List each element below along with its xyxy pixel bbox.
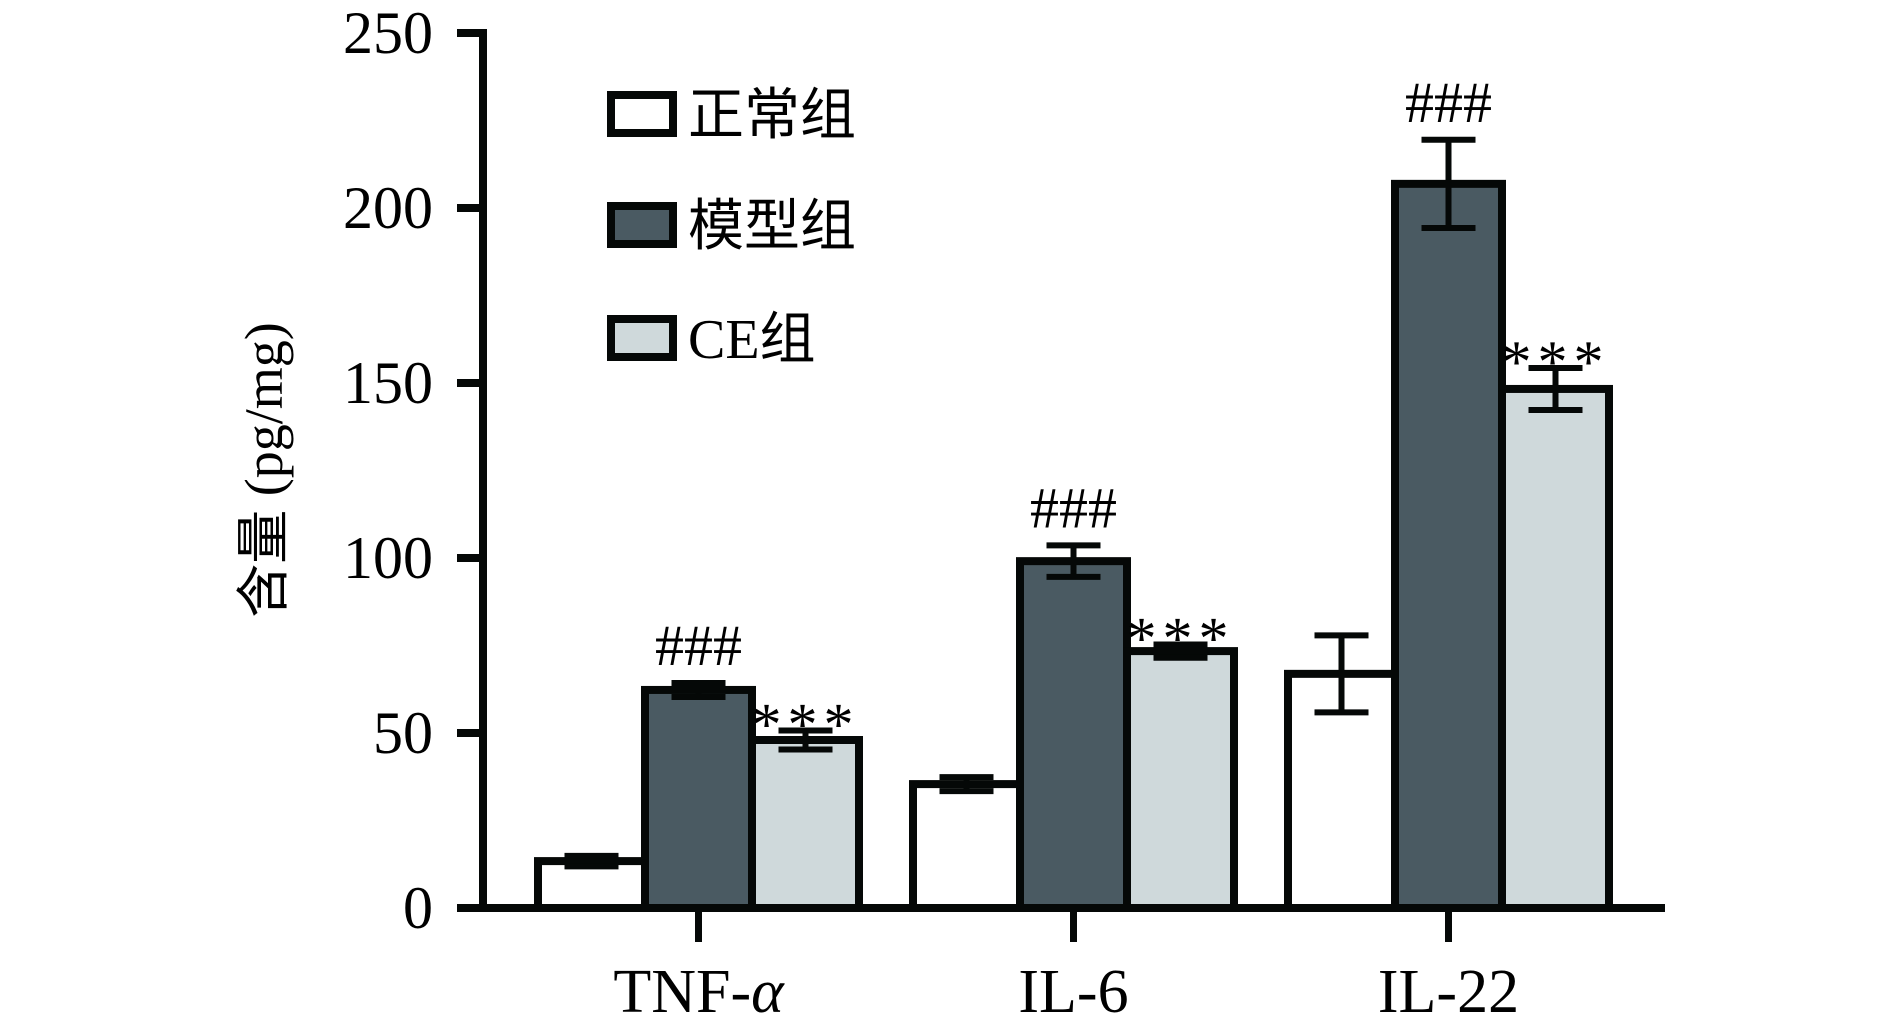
error-bar-0-2 xyxy=(1314,632,1369,716)
y-axis-label: 含量 (pg/mg) xyxy=(234,322,294,617)
legend-label: CE组 xyxy=(688,309,816,371)
legend-item-1: 模型组 xyxy=(607,196,856,258)
significance-hash-label: ### xyxy=(655,613,742,678)
error-bar-1-1 xyxy=(1046,542,1101,580)
significance-hash-label: ### xyxy=(1405,70,1492,135)
y-tick-label: 100 xyxy=(343,525,433,591)
bar-group-0 xyxy=(534,679,863,913)
legend-swatch xyxy=(607,91,677,137)
bar-1-1 xyxy=(1016,557,1131,913)
error-bar-2-1 xyxy=(1153,641,1208,661)
y-tick-label: 200 xyxy=(343,175,433,241)
x-tick-label: IL-6 xyxy=(1018,958,1128,1026)
significance-star-label: *** xyxy=(1127,605,1235,671)
bar-group-1 xyxy=(909,542,1238,913)
y-ticks: 0 50 100 150 200 250 xyxy=(343,0,483,941)
error-bar-2-0 xyxy=(778,727,833,753)
x-ticks: TNF-α IL-6 IL-22 xyxy=(613,908,1519,1026)
error-bar-2-2 xyxy=(1528,364,1583,413)
bar-1-0 xyxy=(641,685,756,913)
bars-layer xyxy=(534,136,1613,913)
significance-star-label: *** xyxy=(752,692,860,758)
error-bar-1-0 xyxy=(671,679,726,700)
error-bar-0-1 xyxy=(939,774,994,795)
y-tick-label: 150 xyxy=(343,350,433,416)
y-tick-label: 50 xyxy=(373,700,433,766)
legend-swatch xyxy=(607,315,677,361)
bar-2-1 xyxy=(1123,647,1238,912)
y-tick-label: 0 xyxy=(403,875,433,941)
error-bar-0-0 xyxy=(564,852,619,870)
bar-0-1 xyxy=(909,780,1024,912)
x-tick-label: TNF-α xyxy=(613,958,785,1026)
bar-1-2 xyxy=(1391,179,1506,913)
bar-2-2 xyxy=(1498,384,1613,912)
significance-annotations: ###***###***###*** xyxy=(655,70,1610,758)
bar-2-0 xyxy=(748,736,863,912)
y-tick-label: 250 xyxy=(343,0,433,66)
legend-swatch xyxy=(607,202,677,248)
error-bar-1-2 xyxy=(1421,136,1476,231)
legend-item-0: 正常组 xyxy=(607,85,856,147)
significance-star-label: *** xyxy=(1502,329,1610,395)
bar-group-2 xyxy=(1284,136,1613,913)
legend-label: 模型组 xyxy=(688,196,856,258)
legend-label: 正常组 xyxy=(688,85,856,147)
legend-item-2: CE组 xyxy=(607,309,816,371)
significance-hash-label: ### xyxy=(1030,475,1117,540)
x-tick-label: IL-22 xyxy=(1378,958,1519,1026)
